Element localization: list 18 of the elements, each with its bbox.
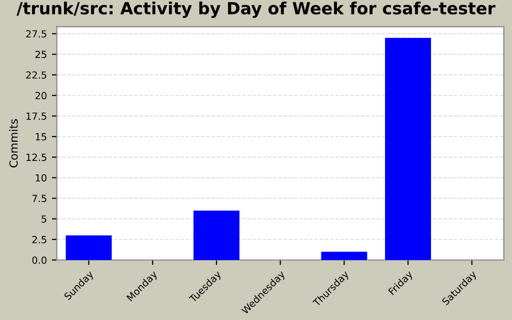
chart-title: /trunk/src: Activity by Day of Week for csafe-tester — [16, 2, 496, 18]
y-tick-label: 25 — [35, 50, 46, 58]
y-tick-label: 27.5 — [26, 30, 46, 38]
bar — [193, 210, 240, 260]
y-tick-label: 5 — [42, 215, 46, 223]
y-tick-label: 12.5 — [26, 154, 46, 161]
y-tick-label: 2.5 — [32, 236, 46, 244]
y-tick-label: 0.0 — [32, 256, 46, 264]
bar — [385, 38, 432, 260]
bar — [321, 252, 368, 260]
y-tick-label: 7.5 — [32, 194, 46, 202]
y-tick-label: 22.5 — [26, 71, 46, 79]
y-tick-label: 10 — [36, 174, 46, 182]
y-axis-title: Commits — [9, 119, 18, 168]
y-tick-label: 15 — [36, 133, 46, 140]
y-tick-label: 20 — [35, 92, 46, 100]
bar — [66, 235, 112, 260]
y-tick-label: 17.5 — [26, 112, 46, 120]
